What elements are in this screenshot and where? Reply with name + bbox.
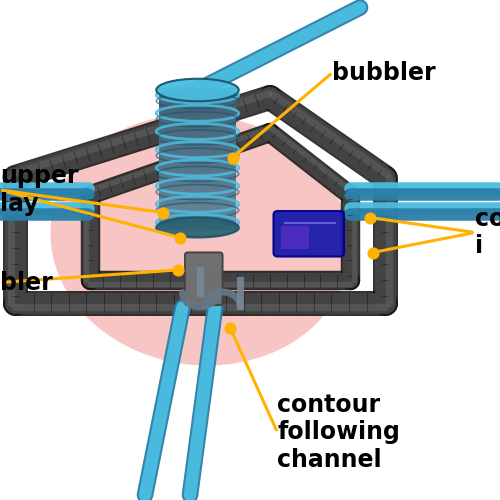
Text: contour
following
channel: contour following channel [278, 392, 400, 472]
Point [368, 248, 376, 256]
FancyBboxPatch shape [185, 252, 222, 305]
Ellipse shape [50, 114, 350, 366]
Point [226, 324, 234, 332]
Text: bler: bler [0, 270, 53, 294]
Point [366, 214, 374, 222]
FancyBboxPatch shape [274, 211, 344, 256]
Point [176, 234, 184, 241]
Point [228, 154, 236, 162]
FancyBboxPatch shape [281, 226, 309, 249]
Text: bubbler: bubbler [332, 60, 436, 84]
Point [158, 208, 166, 216]
Ellipse shape [156, 218, 239, 238]
FancyBboxPatch shape [185, 252, 222, 305]
Text: upper
lay: upper lay [0, 164, 78, 216]
Text: co
i: co i [475, 206, 500, 258]
Ellipse shape [156, 78, 239, 101]
Point [174, 266, 182, 274]
